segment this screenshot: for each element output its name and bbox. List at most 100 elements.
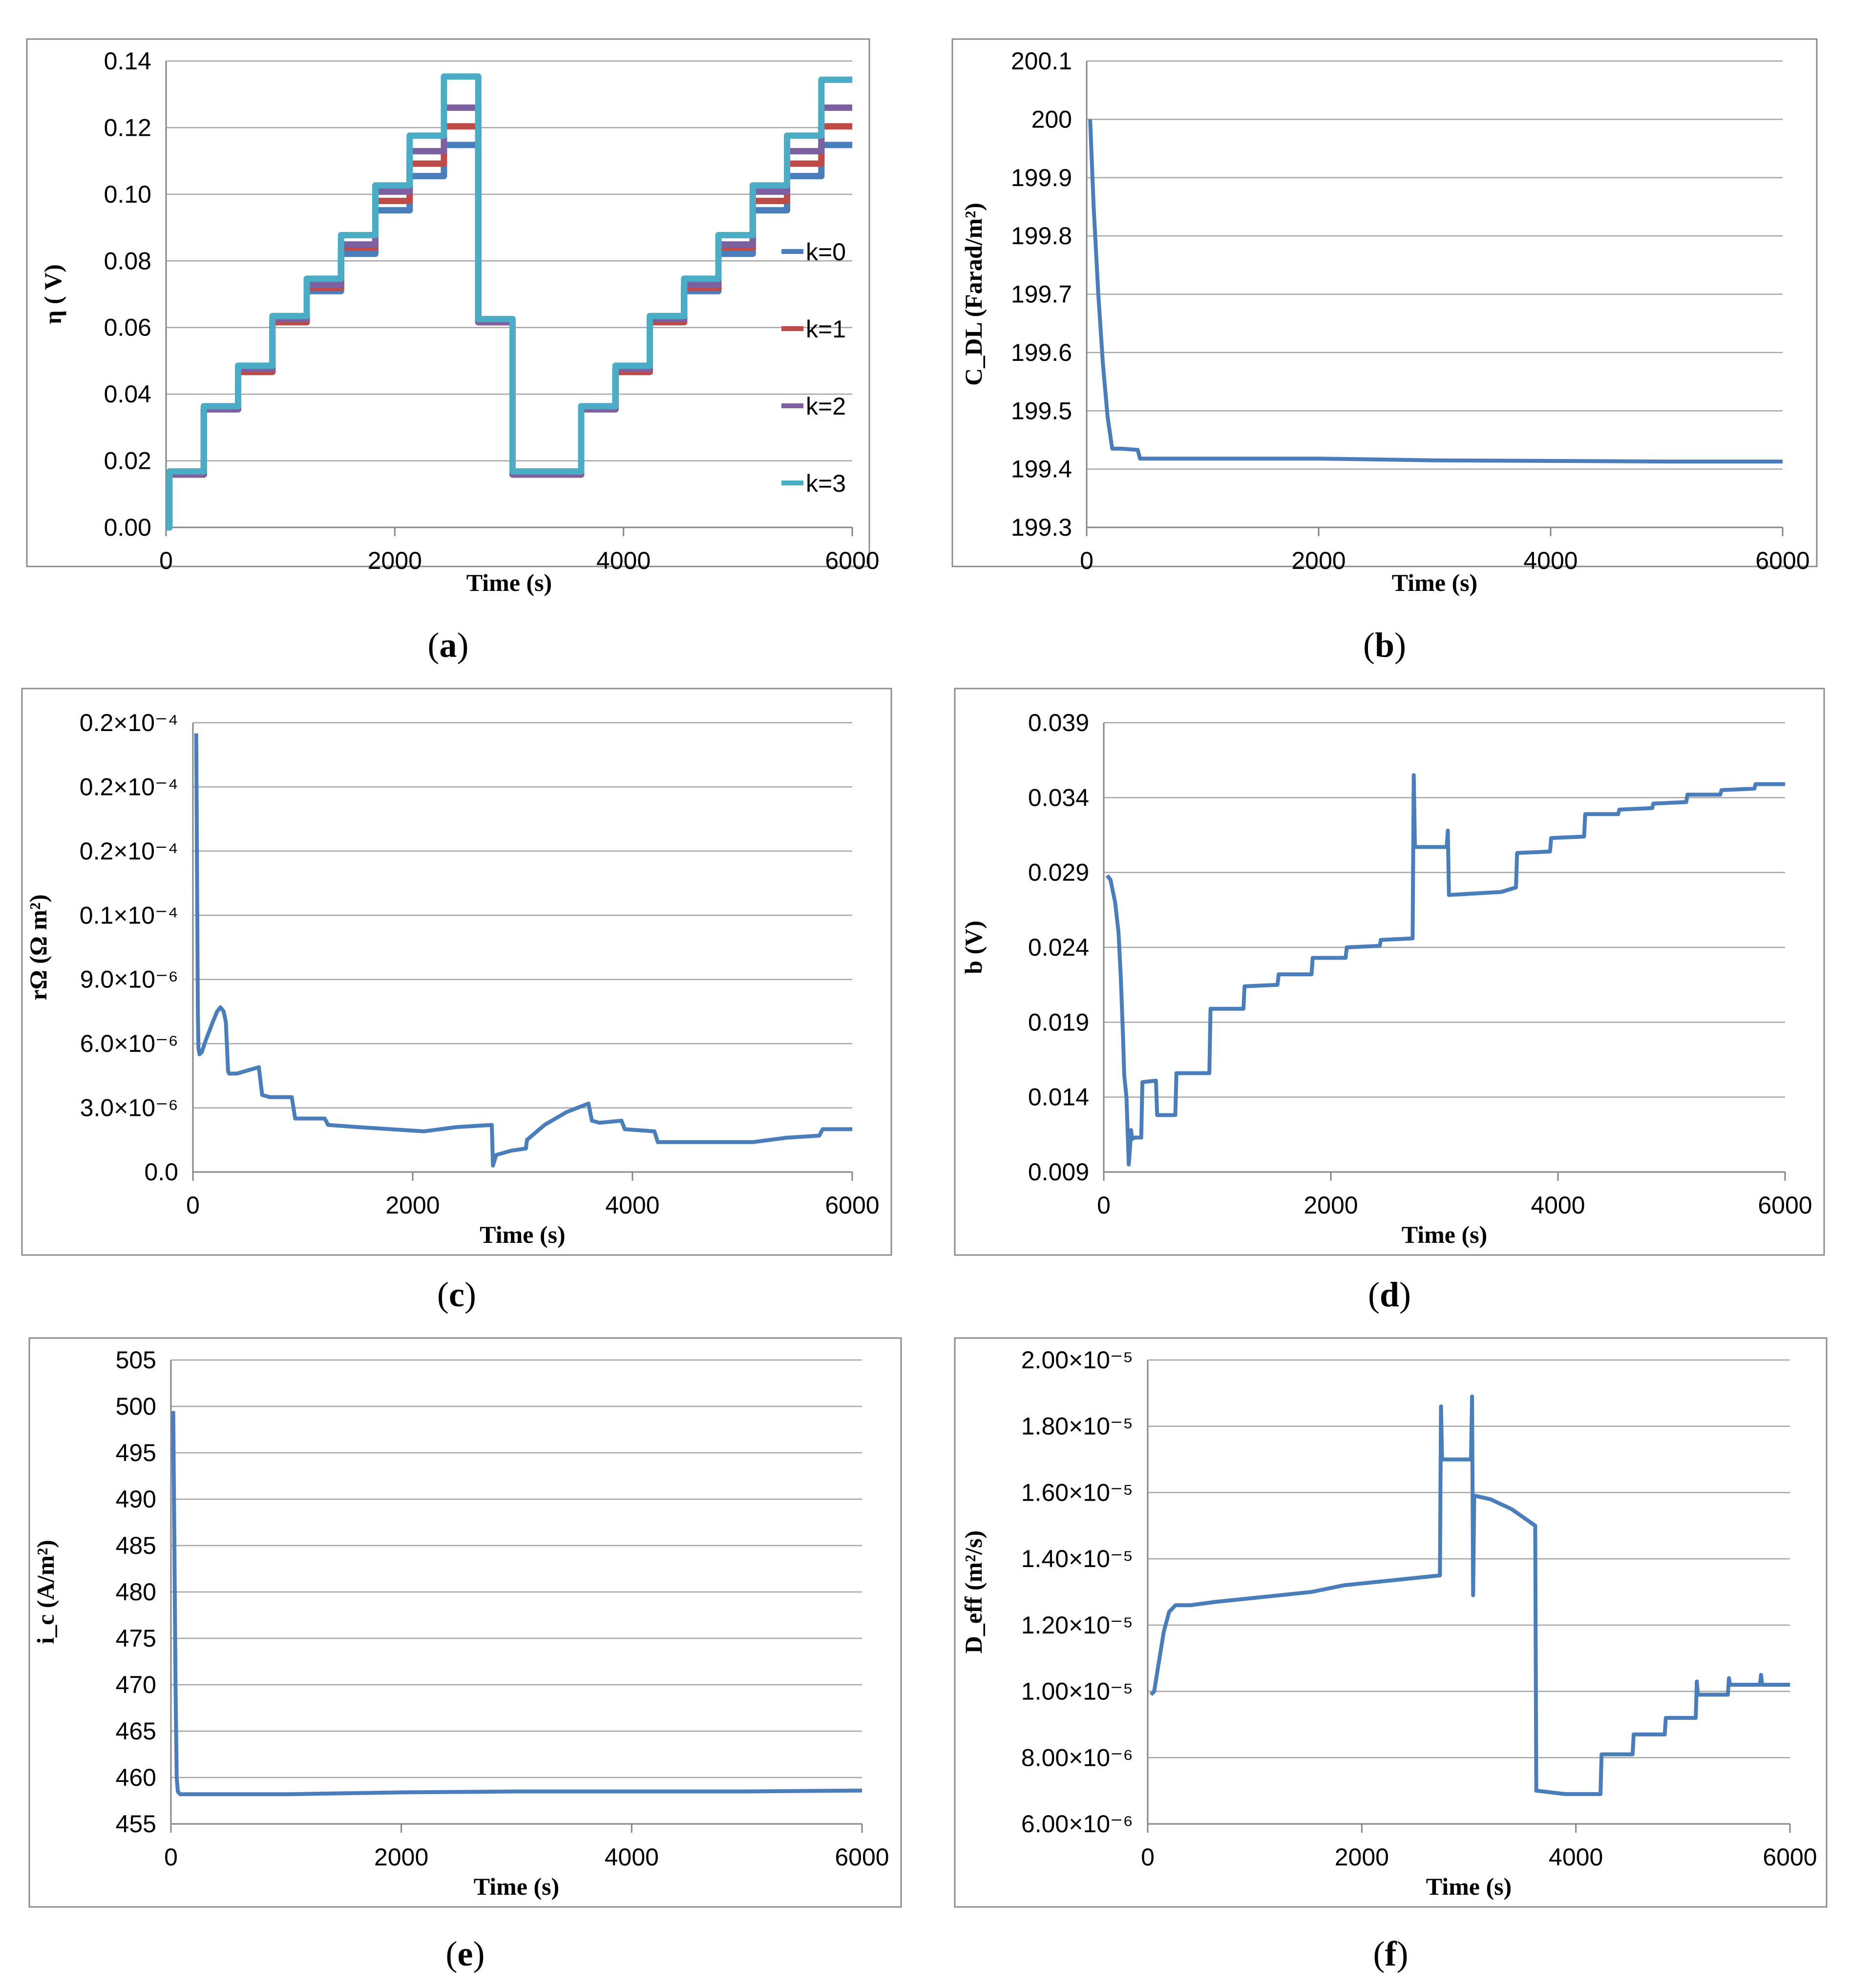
series-line	[1088, 119, 1783, 464]
y-tick-label: 0.14	[104, 47, 151, 75]
y-tick-label: 505	[116, 1346, 156, 1374]
panel-label-letter: a	[440, 626, 457, 665]
x-tick-label: 0	[1141, 1843, 1155, 1871]
x-tick-label: 4000	[1531, 1192, 1585, 1219]
panel-label-close: )	[473, 1934, 484, 1973]
x-axis-label: Time (s)	[480, 1221, 565, 1248]
y-axis-label: rΩ (Ω m²)	[24, 894, 52, 1000]
chart-frame	[28, 1337, 902, 1908]
x-axis-label: Time (s)	[1392, 569, 1477, 596]
panel-label-open: (	[1373, 1934, 1385, 1973]
y-tick-label: 0.2×10⁻⁴	[80, 837, 178, 865]
y-tick-label: 495	[116, 1439, 156, 1466]
y-tick-label: 199.5	[1011, 397, 1072, 424]
y-axis-label: η ( V)	[39, 264, 66, 324]
panel-label: (c)	[437, 1275, 476, 1314]
series-line	[1149, 1394, 1790, 1796]
panel-label-close: )	[1399, 1275, 1411, 1314]
chart-frame	[21, 688, 892, 1256]
x-tick-label: 4000	[1523, 547, 1578, 574]
y-tick-label: 1.80×10⁻⁵	[1021, 1413, 1133, 1440]
y-tick-label: 485	[116, 1532, 156, 1559]
chart-frame	[954, 688, 1825, 1256]
panel-label: (e)	[446, 1934, 485, 1973]
y-tick-label: 0.1×10⁻⁴	[80, 901, 178, 929]
y-tick-label: 199.3	[1011, 514, 1072, 541]
y-tick-label: 470	[116, 1671, 156, 1698]
y-tick-label: 460	[116, 1764, 156, 1791]
x-tick-label: 6000	[825, 1192, 879, 1219]
y-axis-label: b (V)	[960, 921, 987, 974]
series-line	[1105, 773, 1785, 1167]
x-tick-label: 6000	[835, 1843, 889, 1871]
y-tick-label: 0.08	[104, 247, 151, 274]
x-axis-label: Time (s)	[466, 569, 552, 596]
y-tick-label: 0.014	[1028, 1084, 1089, 1111]
y-tick-label: 455	[116, 1810, 156, 1838]
y-tick-label: 490	[116, 1486, 156, 1513]
y-tick-label: 0.12	[104, 114, 151, 141]
y-tick-label: 6.00×10⁻⁶	[1021, 1810, 1133, 1838]
y-tick-label: 0.04	[104, 380, 151, 408]
y-tick-label: 0.039	[1028, 709, 1089, 736]
x-tick-label: 6000	[1758, 1192, 1812, 1219]
y-tick-label: 0.029	[1028, 859, 1089, 886]
y-tick-label: 0.06	[104, 314, 151, 341]
y-tick-label: 199.4	[1011, 456, 1072, 483]
x-tick-label: 0	[1080, 547, 1094, 574]
panel-label-letter: c	[449, 1275, 464, 1314]
x-tick-label: 2000	[368, 547, 422, 574]
y-tick-label: 500	[116, 1393, 156, 1420]
panel-label-open: (	[428, 626, 440, 665]
chart-frame	[26, 38, 870, 567]
panel-label-open: (	[446, 1934, 458, 1973]
y-tick-label: 480	[116, 1578, 156, 1606]
x-tick-label: 4000	[605, 1843, 659, 1871]
y-tick-label: 1.00×10⁻⁵	[1021, 1678, 1133, 1705]
y-axis-label: D_eff (m²/s)	[960, 1530, 987, 1653]
x-tick-label: 4000	[596, 547, 651, 574]
x-axis-label: Time (s)	[1426, 1873, 1512, 1900]
x-tick-label: 0	[186, 1192, 200, 1219]
y-tick-label: 465	[116, 1717, 156, 1745]
y-axis-label: i_c (A/m²)	[32, 1540, 59, 1644]
panel-label: (a)	[428, 626, 469, 665]
x-tick-label: 2000	[1335, 1843, 1389, 1871]
x-tick-label: 6000	[825, 547, 879, 574]
x-tick-label: 2000	[374, 1843, 428, 1871]
x-tick-label: 0	[159, 547, 173, 574]
y-tick-label: 0.2×10⁻⁴	[80, 773, 178, 800]
chart-panel-a: 0.00 0.02 0.04 0.06 0.08 0.10 0.12 0.14 0 2000 400…	[26, 38, 880, 596]
chart-panel-b: 199.3 199.4 199.5 199.6 199.7 199.8 199.9 200 20…	[951, 38, 1818, 596]
panel-label-open: (	[1368, 1275, 1380, 1314]
legend-entry: k=0	[806, 238, 846, 266]
y-tick-label: 0.10	[104, 181, 151, 208]
panel-label: (d)	[1368, 1275, 1411, 1314]
panel-label: (f)	[1373, 1934, 1409, 1973]
y-tick-label: 0.00	[104, 514, 151, 541]
y-tick-label: 9.0×10⁻⁶	[80, 966, 178, 993]
x-tick-label: 4000	[605, 1192, 659, 1219]
x-tick-label: 2000	[385, 1192, 440, 1219]
series-line	[194, 733, 852, 1168]
legend-entry: k=3	[806, 470, 846, 497]
chart-panel-f: 6.00×10⁻⁶ 8.00×10⁻⁶ 1.00×10⁻⁵ 1.20×10⁻⁵ 1.40…	[954, 1337, 1828, 1908]
x-tick-label: 6000	[1763, 1843, 1817, 1871]
x-axis-label: Time (s)	[474, 1873, 559, 1900]
y-tick-label: 0.02	[104, 447, 151, 475]
panel-label-close: )	[457, 626, 469, 665]
panel-label-open: (	[1363, 626, 1375, 665]
panel-label-letter: d	[1380, 1275, 1399, 1314]
y-tick-label: 1.60×10⁻⁵	[1021, 1479, 1133, 1506]
x-tick-label: 2000	[1291, 547, 1346, 574]
series-line-k=3	[166, 73, 852, 531]
y-tick-label: 0.2×10⁻⁴	[80, 709, 178, 736]
y-tick-label: 200.1	[1011, 47, 1072, 75]
x-tick-label: 4000	[1549, 1843, 1603, 1871]
y-tick-label: 199.8	[1011, 222, 1072, 250]
chart-panel-e: 455 460 465 470 475 480 485 490 495 500 505 0 2000 40…	[28, 1337, 902, 1908]
x-tick-label: 0	[164, 1843, 178, 1871]
y-tick-label: 1.40×10⁻⁵	[1021, 1545, 1133, 1572]
chart-frame	[951, 38, 1818, 567]
